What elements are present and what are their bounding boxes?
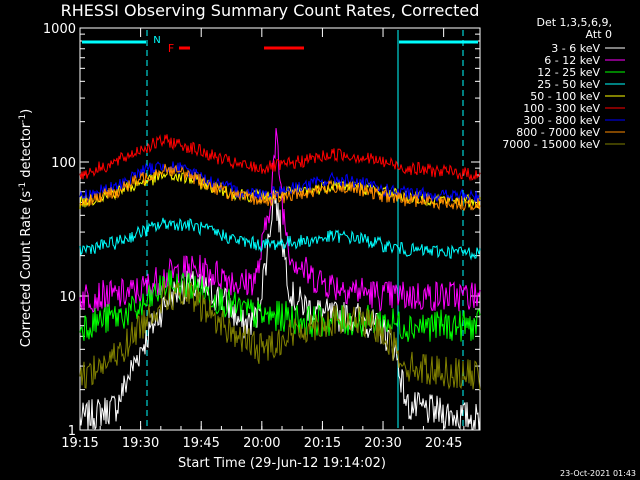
plot-frame <box>79 27 481 431</box>
series-line <box>79 163 481 212</box>
x-tick-label: 19:45 <box>182 436 219 451</box>
legend-label: 6 - 12 keV <box>544 54 600 67</box>
series-line <box>79 134 481 182</box>
legend-header: Att 0 <box>586 28 612 41</box>
x-tick-label: 20:00 <box>243 436 280 451</box>
legend-label: 12 - 25 keV <box>537 66 600 79</box>
x-axis-label: Start Time (29-Jun-12 19:14:02) <box>178 456 386 471</box>
y-tick-label: 10 <box>59 290 76 305</box>
y-axis-label-part: -1 <box>18 182 28 191</box>
series-line <box>79 280 481 390</box>
series-layer <box>79 128 481 431</box>
y-axis-label-part: detector <box>19 122 34 182</box>
x-tick-label: 20:30 <box>364 436 401 451</box>
legend-label: 100 - 300 keV <box>523 102 600 115</box>
series-line <box>79 161 481 203</box>
y-tick-label: 1 <box>68 424 76 439</box>
night-label: N <box>153 35 160 46</box>
series-line <box>79 168 481 209</box>
legend-label: 25 - 50 keV <box>537 78 600 91</box>
series-line <box>79 189 481 431</box>
series-line <box>79 217 481 261</box>
legend-header: Det 1,3,5,6,9, <box>536 16 612 29</box>
y-axis-label-part: ) <box>19 109 34 114</box>
legend-label: 50 - 100 keV <box>530 90 600 103</box>
period-markers: NF <box>82 30 478 428</box>
x-tick-label: 20:45 <box>425 436 462 451</box>
x-tick-label: 19:15 <box>61 436 98 451</box>
y-axis-label: Corrected Count Rate (s-1 detector-1) <box>18 109 34 347</box>
legend-label: 7000 - 15000 keV <box>502 138 600 151</box>
y-tick-label: 100 <box>51 156 76 171</box>
legend-label: 300 - 800 keV <box>523 114 600 127</box>
y-tick-label: 1000 <box>43 22 76 37</box>
y-axis-label-part: -1 <box>18 114 28 123</box>
x-tick-label: 19:30 <box>122 436 159 451</box>
series-line <box>79 128 481 314</box>
x-tick-label: 20:15 <box>304 436 341 451</box>
legend-label: 800 - 7000 keV <box>516 126 600 139</box>
chart-title: RHESSI Observing Summary Count Rates, Co… <box>61 1 480 20</box>
legend-label: 3 - 6 keV <box>551 42 600 55</box>
flare-label: F <box>168 42 174 55</box>
footer-date: 23-Oct-2021 01:43 <box>560 469 636 478</box>
y-axis-label-part: Corrected Count Rate (s <box>19 191 34 348</box>
axes: 1 10 100 1000 19:15 19:30 19:45 20:00 20:15 20:30… <box>43 22 481 451</box>
series-line <box>79 269 481 342</box>
